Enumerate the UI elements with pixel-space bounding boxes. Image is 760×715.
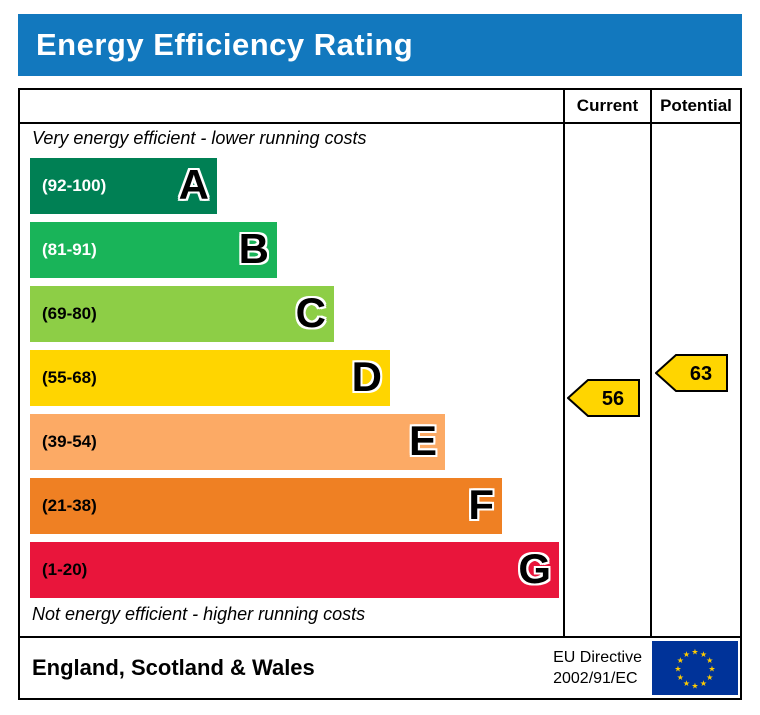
potential-column-header: Potential [660, 96, 732, 115]
band-row-b: (81-91) B [30, 222, 559, 278]
band-row-a: (92-100) A [30, 158, 559, 214]
current-rating-arrow: 56 [567, 378, 641, 418]
band-range-a: (92-100) [42, 176, 107, 195]
band-row-f: (21-38) F [30, 478, 559, 534]
band-bar-e: (39-54) E [30, 414, 445, 470]
current-column-divider [563, 90, 565, 636]
top-note: Very energy efficient - lower running co… [32, 128, 367, 148]
svg-text:★: ★ [677, 673, 684, 682]
band-bar-f: (21-38) F [30, 478, 502, 534]
rating-table: Current Potential Very energy efficient … [18, 88, 742, 700]
eu-directive-label: EU Directive 2002/91/EC [553, 647, 642, 689]
band-bar-c: (69-80) C [30, 286, 334, 342]
band-letter-a: A [178, 161, 209, 208]
eu-directive-line2: 2002/91/EC [553, 670, 638, 687]
band-letter-e: E [408, 417, 437, 464]
band-range-g: (1-20) [42, 560, 88, 579]
band-bar-a: (92-100) A [30, 158, 217, 214]
band-letter-d: D [351, 353, 382, 400]
potential-rating-arrow: 63 [655, 353, 729, 393]
potential-column-divider [650, 90, 652, 636]
band-range-b: (81-91) [42, 240, 97, 259]
band-row-c: (69-80) C [30, 286, 559, 342]
band-letter-c: C [295, 289, 326, 336]
band-range-f: (21-38) [42, 496, 97, 515]
svg-text:★: ★ [706, 656, 713, 665]
svg-text:★: ★ [708, 665, 715, 674]
svg-text:★: ★ [691, 648, 698, 657]
svg-text:★: ★ [706, 673, 713, 682]
chart-title: Energy Efficiency Rating [36, 27, 414, 62]
svg-text:★: ★ [674, 665, 681, 674]
chart-title-bar: Energy Efficiency Rating [18, 14, 742, 76]
band-letter-g: G [518, 545, 551, 592]
rating-bands: (92-100) A (81-91) B (69-80) C (55-68) [30, 158, 559, 606]
potential-rating-value: 63 [690, 363, 712, 385]
svg-text:★: ★ [677, 656, 684, 665]
band-row-d: (55-68) D [30, 350, 559, 406]
band-letter-b: B [238, 225, 269, 272]
eu-directive-line1: EU Directive [553, 649, 642, 666]
eu-flag-stars: ★ ★ ★ ★ ★ ★ ★ ★ ★ ★ ★ ★ [674, 648, 715, 691]
band-bar-g: (1-20) G [30, 542, 559, 598]
svg-text:★: ★ [691, 682, 698, 691]
eu-flag-icon: ★ ★ ★ ★ ★ ★ ★ ★ ★ ★ ★ ★ [652, 641, 738, 695]
svg-text:★: ★ [700, 679, 707, 688]
svg-text:★: ★ [683, 679, 690, 688]
band-bar-b: (81-91) B [30, 222, 277, 278]
header-underline [20, 122, 740, 124]
current-column-header: Current [576, 96, 639, 115]
band-range-c: (69-80) [42, 304, 97, 323]
band-letter-f: F [468, 481, 494, 528]
current-arrow-shape: 56 [567, 379, 640, 417]
band-bar-d: (55-68) D [30, 350, 390, 406]
svg-text:★: ★ [700, 650, 707, 659]
current-rating-value: 56 [602, 388, 624, 410]
band-range-e: (39-54) [42, 432, 97, 451]
footer-row: England, Scotland & Wales EU Directive 2… [20, 636, 740, 698]
band-row-e: (39-54) E [30, 414, 559, 470]
region-label: England, Scotland & Wales [32, 655, 315, 680]
band-row-g: (1-20) G [30, 542, 559, 598]
bottom-note: Not energy efficient - higher running co… [32, 604, 366, 624]
band-range-d: (55-68) [42, 368, 97, 387]
potential-arrow-shape: 63 [655, 354, 728, 392]
svg-text:★: ★ [683, 650, 690, 659]
